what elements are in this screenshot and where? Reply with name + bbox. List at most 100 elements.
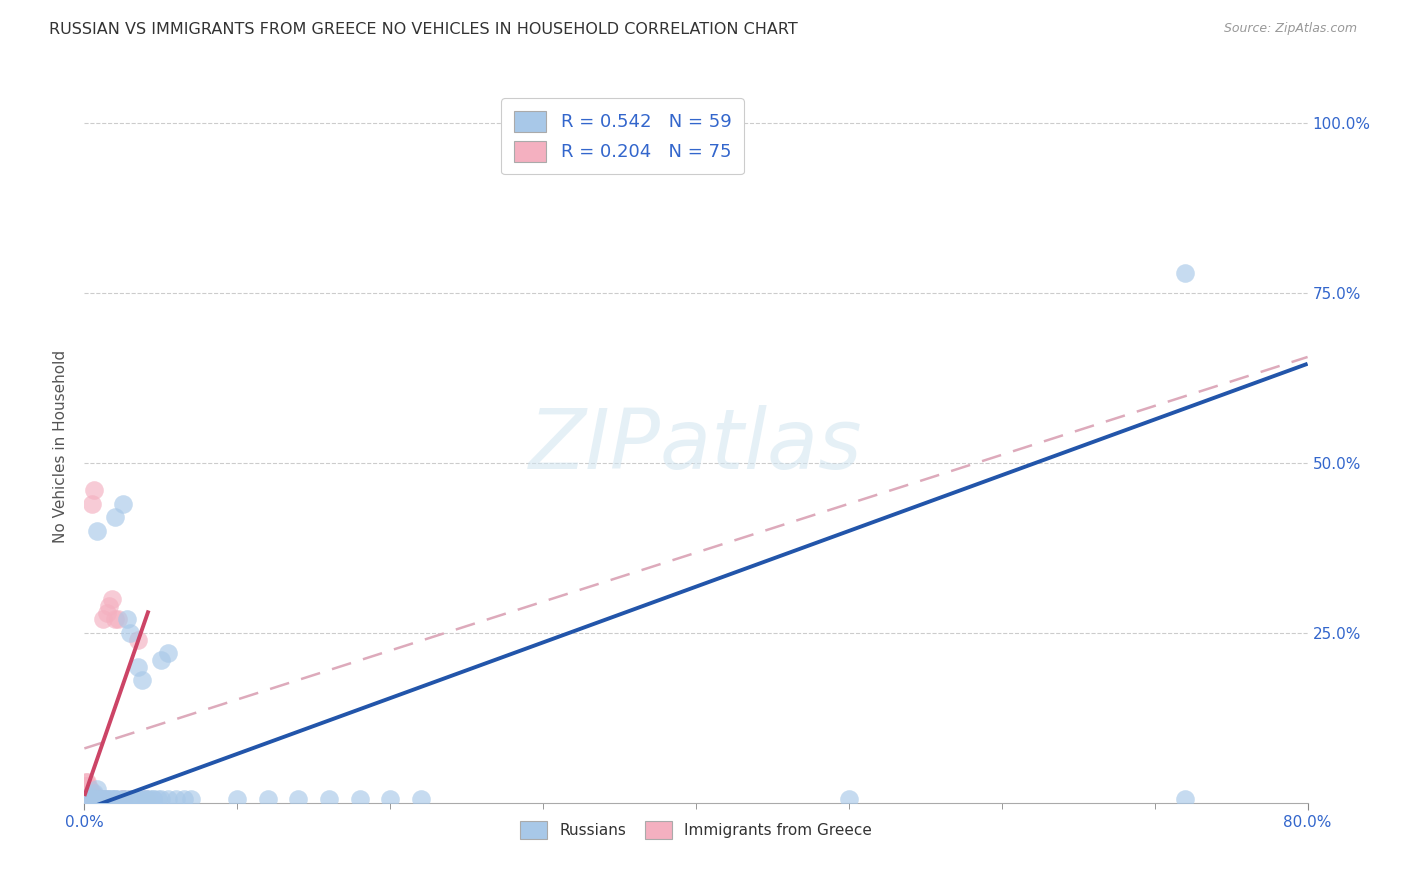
Point bbox=[76, 792, 98, 806]
Point bbox=[120, 792, 142, 806]
Point bbox=[80, 792, 103, 806]
Point bbox=[349, 792, 371, 806]
Point bbox=[80, 786, 103, 800]
Point bbox=[75, 792, 97, 806]
Point bbox=[107, 792, 129, 806]
Point bbox=[76, 792, 98, 806]
Point bbox=[173, 792, 195, 806]
Point bbox=[79, 792, 101, 806]
Point bbox=[120, 792, 142, 806]
Point bbox=[89, 792, 111, 806]
Point bbox=[142, 792, 165, 806]
Point bbox=[91, 792, 114, 806]
Point bbox=[111, 792, 134, 806]
Point bbox=[87, 792, 110, 806]
Point bbox=[165, 792, 187, 806]
Point bbox=[79, 782, 101, 797]
Point bbox=[77, 782, 100, 797]
Point bbox=[76, 789, 98, 803]
Point bbox=[97, 599, 120, 613]
Point bbox=[77, 792, 100, 806]
Point bbox=[80, 792, 103, 806]
Point bbox=[318, 792, 340, 806]
Point bbox=[138, 792, 160, 806]
Point bbox=[80, 792, 103, 806]
Point bbox=[91, 792, 114, 806]
Point bbox=[77, 792, 100, 806]
Point bbox=[1174, 266, 1197, 280]
Point bbox=[75, 779, 97, 793]
Point bbox=[83, 792, 105, 806]
Point bbox=[135, 792, 157, 806]
Text: ZIPatlas: ZIPatlas bbox=[529, 406, 863, 486]
Point bbox=[122, 792, 145, 806]
Point bbox=[77, 792, 100, 806]
Text: Source: ZipAtlas.com: Source: ZipAtlas.com bbox=[1223, 22, 1357, 36]
Point bbox=[76, 779, 98, 793]
Point bbox=[77, 792, 100, 806]
Point bbox=[75, 779, 97, 793]
Point bbox=[101, 792, 124, 806]
Point bbox=[1174, 792, 1197, 806]
Y-axis label: No Vehicles in Household: No Vehicles in Household bbox=[53, 350, 69, 542]
Point bbox=[75, 792, 97, 806]
Legend: Russians, Immigrants from Greece: Russians, Immigrants from Greece bbox=[513, 815, 879, 845]
Point bbox=[104, 792, 127, 806]
Point bbox=[86, 782, 108, 797]
Point bbox=[115, 612, 138, 626]
Text: RUSSIAN VS IMMIGRANTS FROM GREECE NO VEHICLES IN HOUSEHOLD CORRELATION CHART: RUSSIAN VS IMMIGRANTS FROM GREECE NO VEH… bbox=[49, 22, 799, 37]
Point bbox=[89, 792, 111, 806]
Point bbox=[257, 792, 280, 806]
Point bbox=[111, 792, 134, 806]
Point bbox=[142, 792, 165, 806]
Point bbox=[127, 660, 149, 674]
Point bbox=[87, 792, 110, 806]
Point bbox=[75, 792, 97, 806]
Point bbox=[84, 792, 107, 806]
Point bbox=[76, 782, 98, 797]
Point bbox=[104, 792, 127, 806]
Point bbox=[89, 792, 111, 806]
Point bbox=[75, 789, 97, 803]
Point bbox=[87, 792, 110, 806]
Point bbox=[83, 483, 105, 498]
Point bbox=[83, 789, 105, 803]
Point bbox=[75, 789, 97, 803]
Point bbox=[79, 792, 101, 806]
Point bbox=[180, 792, 202, 806]
Point bbox=[101, 792, 124, 806]
Point bbox=[91, 612, 114, 626]
Point bbox=[76, 786, 98, 800]
Point bbox=[77, 792, 100, 806]
Point bbox=[75, 782, 97, 797]
Point bbox=[77, 786, 100, 800]
Point bbox=[104, 612, 127, 626]
Point bbox=[76, 789, 98, 803]
Point bbox=[79, 789, 101, 803]
Point bbox=[131, 792, 153, 806]
Point bbox=[79, 792, 101, 806]
Point bbox=[409, 792, 432, 806]
Point bbox=[115, 792, 138, 806]
Point bbox=[75, 792, 97, 806]
Point bbox=[101, 591, 124, 606]
Point bbox=[157, 646, 180, 660]
Point bbox=[97, 792, 120, 806]
Point bbox=[80, 792, 103, 806]
Point bbox=[79, 792, 101, 806]
Point bbox=[75, 792, 97, 806]
Point bbox=[79, 789, 101, 803]
Point bbox=[86, 792, 108, 806]
Point bbox=[226, 792, 249, 806]
Point bbox=[75, 792, 97, 806]
Point bbox=[80, 497, 103, 511]
Point bbox=[107, 612, 129, 626]
Point bbox=[75, 782, 97, 797]
Point bbox=[135, 792, 157, 806]
Point bbox=[76, 792, 98, 806]
Point bbox=[86, 792, 108, 806]
Point bbox=[77, 782, 100, 797]
Point bbox=[94, 792, 117, 806]
Point bbox=[76, 792, 98, 806]
Point bbox=[80, 789, 103, 803]
